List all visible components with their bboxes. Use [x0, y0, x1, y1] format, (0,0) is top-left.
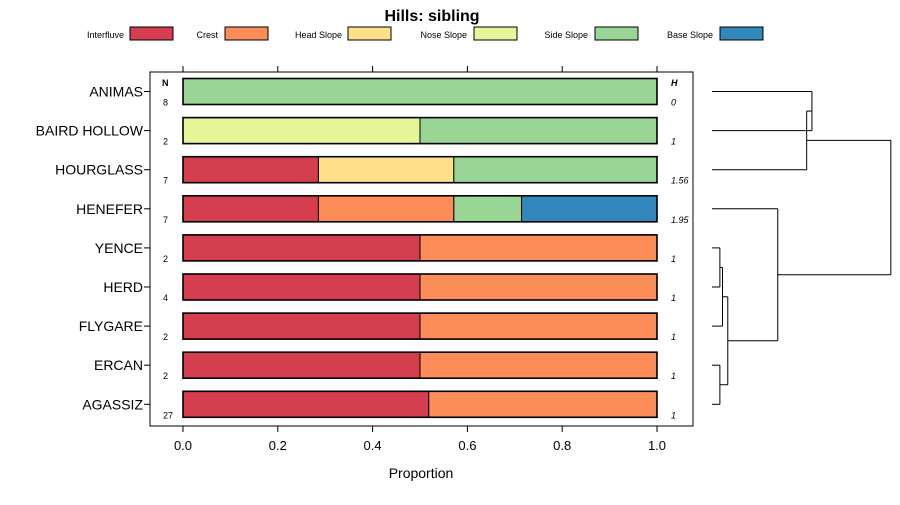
x-tick-label: 1.0 — [648, 438, 666, 453]
row-label: AGASSIZ — [82, 396, 143, 412]
bar-outline — [182, 273, 658, 301]
bar-segment — [182, 117, 421, 145]
bar-segment — [182, 312, 421, 340]
h-value: 0 — [671, 98, 676, 108]
legend-label: Head Slope — [295, 30, 342, 40]
bar-segment — [182, 234, 421, 262]
h-value: 1 — [671, 332, 676, 342]
n-value: 7 — [163, 215, 168, 225]
bar-segment — [453, 156, 658, 184]
row-labels: ANIMAS BAIRD HOLLOW HOURGLASS HENEFER YENCE H… — [36, 84, 144, 413]
legend-swatch — [224, 26, 269, 41]
bar-outline — [182, 312, 658, 340]
bar-segment — [419, 312, 658, 340]
row-label: HOURGLASS — [55, 162, 143, 178]
n-value: 2 — [163, 371, 168, 381]
bar-segment — [419, 117, 658, 145]
bar-segment — [182, 156, 319, 184]
bar-outline — [182, 77, 658, 106]
bar-segment — [521, 195, 658, 223]
row-label: HERD — [103, 279, 143, 295]
h-value: 1.56 — [671, 176, 689, 186]
row-label: YENCE — [95, 240, 143, 256]
bar-outline — [182, 155, 658, 184]
axes: 0.0 0.2 0.4 0.6 0.8 1.0 — [144, 66, 666, 453]
n-header: N — [162, 78, 169, 88]
legend: Interfluve Crest Head Slope Nose Slope Side … — [87, 26, 764, 41]
legend-label: Crest — [196, 30, 218, 40]
legend-swatch — [347, 26, 392, 41]
bar-segment — [317, 156, 455, 184]
n-value: 27 — [163, 410, 173, 420]
chart-title: Hills: sibling — [384, 8, 479, 25]
h-value: 1.95 — [671, 215, 690, 225]
n-value: 2 — [163, 332, 168, 342]
x-tick-label: 0.4 — [364, 438, 382, 453]
h-value: 1 — [671, 293, 676, 303]
row-label: BAIRD HOLLOW — [36, 123, 144, 139]
h-value: 1 — [671, 254, 676, 264]
h-header: H — [671, 78, 678, 88]
legend-swatch — [129, 26, 174, 41]
row-label: ERCAN — [94, 357, 143, 373]
bar-outline — [182, 390, 658, 419]
h-value: 1 — [671, 371, 676, 381]
bar-segment — [182, 351, 421, 379]
bar-segment — [453, 195, 523, 223]
n-value: 8 — [163, 98, 168, 108]
x-tick-label: 0.0 — [174, 438, 192, 453]
legend-swatch — [719, 26, 764, 41]
plot-frame — [149, 71, 694, 427]
bar-outline — [182, 234, 658, 262]
dendrogram — [712, 91, 892, 405]
legend-label: Side Slope — [544, 30, 588, 40]
x-tick-label: 0.6 — [458, 438, 476, 453]
legend-swatch — [473, 26, 518, 41]
bar-segment — [419, 234, 658, 262]
row-label: FLYGARE — [79, 318, 143, 334]
n-value: 4 — [163, 293, 168, 303]
row-label: ANIMAS — [89, 84, 143, 100]
h-value: 1 — [671, 410, 676, 420]
bar-segment — [317, 195, 455, 223]
annotations: 8 0 2 1 7 1.56 7 1.95 2 1 4 1 2 1 2 1 27 1 — [163, 98, 690, 421]
x-axis-label: Proportion — [389, 465, 454, 481]
legend-label: Nose Slope — [420, 30, 467, 40]
legend-swatch — [594, 26, 639, 41]
n-value: 2 — [163, 137, 168, 147]
bar-segment — [182, 78, 658, 105]
bar-segment — [428, 390, 658, 418]
bar-segment — [182, 273, 421, 301]
bar-segment — [182, 390, 430, 418]
x-tick-label: 0.8 — [553, 438, 571, 453]
bar-outline — [182, 351, 658, 380]
n-value: 2 — [163, 254, 168, 264]
row-label: HENEFER — [76, 201, 143, 217]
legend-label: Interfluve — [87, 30, 124, 40]
legend-label: Base Slope — [667, 30, 713, 40]
bar-outline — [182, 195, 658, 223]
bars — [182, 77, 658, 419]
h-value: 1 — [671, 137, 676, 147]
x-tick-label: 0.2 — [269, 438, 287, 453]
bar-segment — [419, 273, 658, 301]
n-value: 7 — [163, 176, 168, 186]
bar-outline — [182, 116, 658, 145]
bar-segment — [182, 195, 319, 223]
bar-segment — [419, 351, 658, 379]
